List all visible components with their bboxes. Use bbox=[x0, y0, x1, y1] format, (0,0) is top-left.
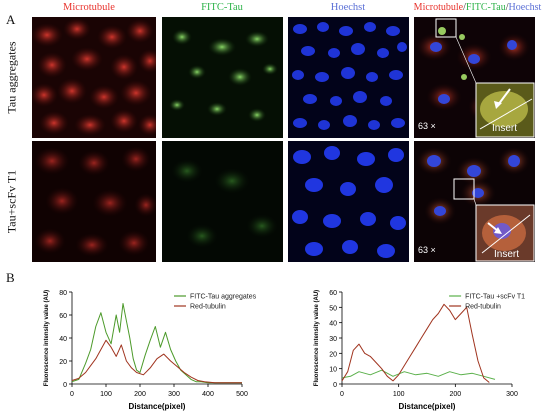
series-line-0 bbox=[341, 369, 496, 380]
legend-entry: Red-tubulin bbox=[465, 304, 501, 311]
y-tick-label: 10 bbox=[329, 367, 337, 374]
green-channel-image bbox=[162, 17, 283, 138]
micrograph-microtubule-tau-aggregates bbox=[32, 17, 156, 138]
x-tick-label: 300 bbox=[168, 391, 180, 398]
x-tick-label: 200 bbox=[449, 391, 461, 398]
y-tick-label: 0 bbox=[333, 382, 337, 389]
merge-channel-image bbox=[414, 17, 535, 138]
insert-label: Insert bbox=[494, 249, 520, 260]
y-tick-label: 40 bbox=[59, 336, 67, 343]
micrograph-microtubule-tau-scfv bbox=[32, 141, 156, 262]
row-label-container: Tau+scFv T1 bbox=[4, 142, 20, 264]
series-line-1 bbox=[71, 339, 242, 384]
y-tick-label: 50 bbox=[329, 305, 337, 312]
y-tick-label: 0 bbox=[63, 382, 67, 389]
merge-header-hoechst: Hoechst bbox=[508, 2, 542, 13]
blue-channel-image bbox=[288, 17, 409, 138]
y-tick-label: 60 bbox=[329, 290, 337, 297]
micrograph-hoechst-tau-scfv bbox=[288, 141, 409, 262]
x-tick-label: 100 bbox=[393, 391, 405, 398]
micrograph-merge-tau-aggregates: 63 × Insert bbox=[414, 17, 535, 138]
insert-label: Insert bbox=[492, 123, 518, 134]
blue-channel-image bbox=[288, 141, 409, 262]
row-label-tau-scfv: Tau+scFv T1 bbox=[4, 169, 19, 234]
merge-header-fitc-tau: FITC-Tau bbox=[465, 2, 506, 13]
merge-channel-image bbox=[414, 141, 535, 262]
x-axis-label: Distance(pixel) bbox=[399, 402, 456, 411]
magnification-label: 63 × bbox=[418, 121, 436, 131]
micrograph-merge-tau-scfv: 63 × Insert bbox=[414, 141, 535, 262]
y-tick-label: 20 bbox=[59, 359, 67, 366]
red-channel-image bbox=[32, 17, 156, 138]
green-channel-image bbox=[162, 141, 283, 262]
column-header-merge: Microtubule/FITC-Tau/Hoechst bbox=[405, 2, 550, 13]
x-tick-label: 500 bbox=[236, 391, 248, 398]
x-tick-label: 200 bbox=[134, 391, 146, 398]
y-tick-label: 60 bbox=[59, 313, 67, 320]
legend-entry: Red-tubulin bbox=[190, 304, 226, 311]
x-tick-label: 0 bbox=[70, 391, 74, 398]
merge-header-separator: / bbox=[463, 2, 466, 13]
row-label-tau-aggregates: Tau aggregates bbox=[4, 41, 19, 114]
micrograph-fitc-tau-aggregates bbox=[162, 17, 283, 138]
column-header-hoechst: Hoechst bbox=[330, 2, 366, 13]
y-tick-label: 80 bbox=[59, 290, 67, 297]
merge-header-microtubule: Microtubule bbox=[413, 2, 464, 13]
merge-header-separator: / bbox=[505, 2, 509, 13]
x-tick-label: 100 bbox=[100, 391, 112, 398]
micrograph-hoechst-tau-aggregates bbox=[288, 17, 409, 138]
panel-a-letter: A bbox=[6, 12, 16, 27]
x-tick-label: 400 bbox=[202, 391, 214, 398]
line-chart-tau-aggregates: 0 20 40 60 80 0 100 200 300 400 500 Distance(pixel)… bbox=[44, 290, 257, 411]
row-label-container: Tau aggregates bbox=[4, 18, 20, 140]
legend-entry: FITC-Tau aggregates bbox=[190, 294, 257, 301]
y-tick-label: 40 bbox=[329, 321, 337, 328]
column-header-microtubule: Microtubule bbox=[63, 2, 115, 13]
x-axis-label: Distance(pixel) bbox=[129, 402, 186, 411]
micrograph-fitc-tau-scfv bbox=[162, 141, 283, 262]
series-line-0 bbox=[71, 303, 242, 384]
x-tick-label: 300 bbox=[506, 391, 518, 398]
y-tick-label: 30 bbox=[329, 336, 337, 343]
series-line-1 bbox=[341, 303, 490, 383]
x-tick-label: 0 bbox=[340, 391, 344, 398]
y-axis-label: Fluorescence intensity value (AU) bbox=[314, 290, 320, 386]
magnification-label: 63 × bbox=[418, 245, 436, 255]
red-channel-image bbox=[32, 141, 156, 262]
panel-b-letter: B bbox=[6, 270, 15, 285]
line-chart-tau-scfv: 0 10 20 30 40 50 60 0 100 200 300 Distance(pixel) Fl… bbox=[314, 290, 525, 411]
legend-entry: FITC-Tau +scFv T1 bbox=[465, 294, 525, 301]
y-axis-label: Fluorescence intensity value (AU) bbox=[44, 290, 50, 386]
column-header-fitc-tau: FITC-Tau bbox=[201, 2, 243, 13]
y-tick-label: 20 bbox=[329, 351, 337, 358]
